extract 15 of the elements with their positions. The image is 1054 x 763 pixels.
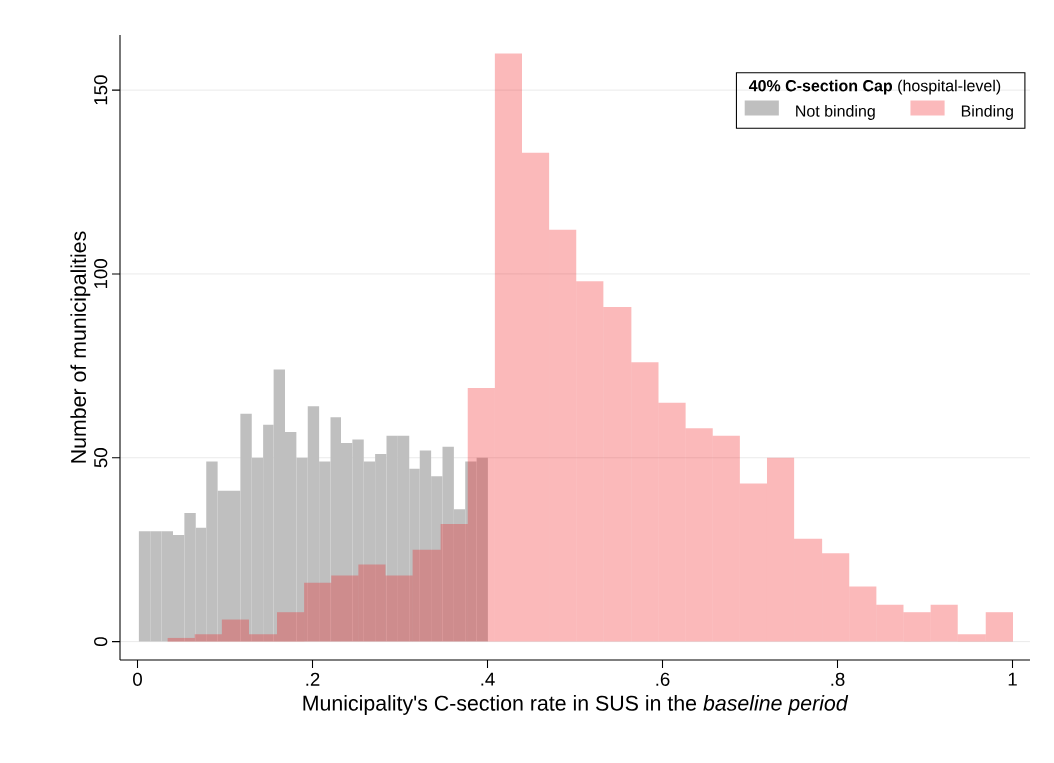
x-tick-label: .4 — [481, 672, 495, 686]
legend-label: Not binding — [796, 105, 875, 120]
x-tick-label: .8 — [831, 672, 845, 686]
x-tick-label: .2 — [306, 672, 320, 686]
y-axis-title: Number of municipalities — [70, 231, 91, 463]
y-tick-label: 50 — [94, 448, 108, 468]
x-axis-title: Municipality's C-section rate in SUS in the baseline period — [303, 695, 849, 715]
y-tick-label: 150 — [94, 75, 108, 105]
y-tick-label: 0 — [94, 637, 108, 647]
x-tick-label: .6 — [656, 672, 670, 686]
y-tick-label: 100 — [94, 259, 108, 289]
x-tick-label: 0 — [133, 672, 142, 686]
legend-title: 40% C-section Cap (hospital-level) — [748, 79, 1001, 95]
legend-label: Binding — [961, 105, 1013, 120]
x-tick-label: 1 — [1008, 672, 1017, 686]
